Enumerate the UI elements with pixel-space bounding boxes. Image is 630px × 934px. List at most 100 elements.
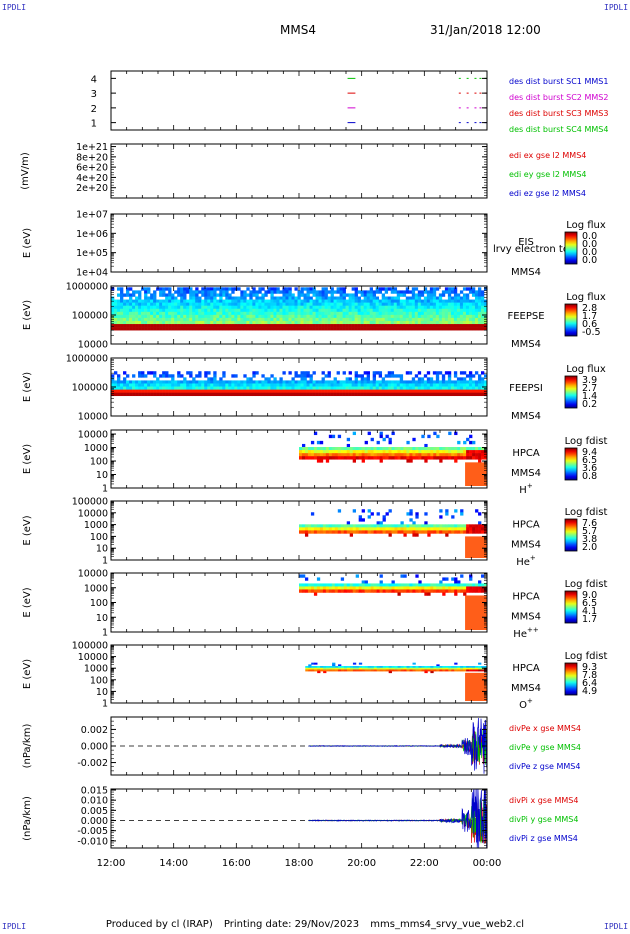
- spectrogram-cell: [393, 311, 398, 316]
- spectrogram-cell: [228, 324, 232, 328]
- spectrogram-cell: [325, 459, 330, 463]
- spectrogram-cell: [418, 589, 422, 593]
- spectrogram-cell: [447, 392, 452, 397]
- spectrogram-cell: [384, 299, 389, 303]
- spectrogram-cell: [204, 392, 208, 397]
- spectrogram-cell: [264, 380, 268, 384]
- spectrogram-cell: [360, 389, 364, 393]
- colorbar: [564, 590, 578, 624]
- spectrogram-cell: [213, 293, 217, 297]
- spectrogram-cell: [195, 320, 199, 325]
- spectrogram-cell: [433, 527, 437, 531]
- spectrogram-cell: [294, 327, 298, 331]
- spectrogram-cell: [285, 386, 289, 390]
- spectrogram-cell: [258, 327, 262, 331]
- spectrogram-cell: [441, 305, 446, 310]
- spectrogram-cell: [322, 456, 327, 460]
- spectrogram-cell: [117, 320, 121, 325]
- spectrogram-cell: [387, 308, 392, 313]
- spectrogram-cell: [324, 314, 328, 319]
- spectrogram-cell: [334, 530, 339, 534]
- spectrogram-cell: [403, 533, 407, 537]
- spectrogram-cell: [345, 324, 349, 328]
- spectrogram-cell: [423, 287, 428, 291]
- spectrogram-cell: [318, 296, 322, 300]
- spectrogram-cell: [358, 662, 363, 665]
- colorbar-tick-label: 2.7: [582, 383, 597, 394]
- spectrogram-cell: [400, 450, 404, 454]
- spectrogram-cell: [123, 380, 127, 384]
- spectrogram-cell: [309, 287, 313, 291]
- y-tick-label: 10000: [78, 340, 108, 351]
- spectrogram-cell: [310, 583, 315, 587]
- spectrogram-cell: [453, 327, 458, 331]
- spectrogram-cell: [391, 447, 395, 451]
- spectrogram-cell: [399, 317, 404, 322]
- spectrogram-cell: [462, 287, 467, 291]
- spectrogram-cell: [385, 450, 389, 454]
- spectrogram-cell: [417, 320, 422, 325]
- spectrogram-cell: [408, 305, 413, 310]
- spectrogram-cell: [343, 589, 348, 593]
- spectrogram-cell: [144, 327, 148, 331]
- spectrogram-cell: [174, 299, 178, 303]
- spectrogram-cell: [450, 311, 455, 316]
- spectrogram-cell: [204, 311, 208, 316]
- spectrogram-cell: [432, 296, 437, 300]
- spectrogram-cell: [246, 305, 250, 310]
- spectrogram-cell: [375, 317, 380, 322]
- spectrogram-cell: [192, 327, 196, 331]
- spectrogram-cell: [441, 389, 446, 393]
- spectrogram-cell: [171, 317, 175, 322]
- spectrogram-cell: [474, 320, 479, 325]
- spectrogram-cell: [240, 293, 244, 297]
- spectrogram-cell: [472, 524, 476, 528]
- spectrogram-cell: [285, 380, 289, 384]
- spectrogram-cell: [317, 671, 321, 674]
- spectrogram-cell: [420, 290, 425, 294]
- spectrogram-cell: [216, 320, 220, 325]
- spectrogram-cell: [246, 308, 250, 313]
- spectrogram-cell: [270, 324, 274, 328]
- spectrogram-cell: [438, 392, 443, 397]
- spectrogram-cell: [261, 311, 265, 316]
- spectrogram-cell: [132, 380, 136, 384]
- spectrogram-cell: [327, 392, 331, 397]
- spectrogram-cell: [198, 389, 202, 393]
- spectrogram-cell: [433, 450, 437, 454]
- spectrogram-cell: [480, 296, 485, 300]
- spectrogram-cell: [355, 527, 359, 531]
- spectrogram-cell: [432, 320, 437, 325]
- spectrogram-cell: [174, 308, 178, 313]
- spectrogram-cell: [276, 311, 280, 316]
- spectrogram-cell: [126, 374, 130, 378]
- spectrogram-cell: [396, 299, 401, 303]
- spectrogram-cell: [216, 380, 220, 384]
- spectrogram-cell: [231, 299, 235, 303]
- spectrogram-cell: [367, 431, 371, 436]
- spectrogram-cell: [415, 512, 419, 516]
- spectrogram-cell: [291, 296, 295, 300]
- spectrogram-cell: [255, 317, 259, 322]
- y-tick-label: 8e+20: [76, 152, 108, 163]
- spectrogram-cell: [210, 389, 214, 393]
- spectrogram-cell: [285, 324, 289, 328]
- spectrogram-cell: [316, 456, 321, 460]
- spectrogram-cell: [321, 371, 325, 375]
- spectrogram-cell: [363, 299, 367, 303]
- spectrogram-cell: [381, 320, 386, 325]
- spectrogram-cell: [361, 667, 366, 670]
- spectrogram-cell: [180, 314, 184, 319]
- spectrogram-cell: [267, 305, 271, 310]
- spectrogram-cell: [144, 324, 148, 328]
- spectrogram-cell: [400, 447, 404, 451]
- spectrogram-cell: [456, 305, 461, 310]
- spectrogram-cell: [316, 447, 321, 451]
- spectrogram-cell: [333, 308, 337, 313]
- spectrogram-cell: [462, 317, 467, 322]
- spectrogram-cell: [189, 371, 193, 375]
- spectrogram-cell: [219, 317, 223, 322]
- spectrogram-cell: [327, 290, 331, 294]
- spectrogram-cell: [469, 583, 473, 587]
- spectrogram-cell: [481, 450, 485, 454]
